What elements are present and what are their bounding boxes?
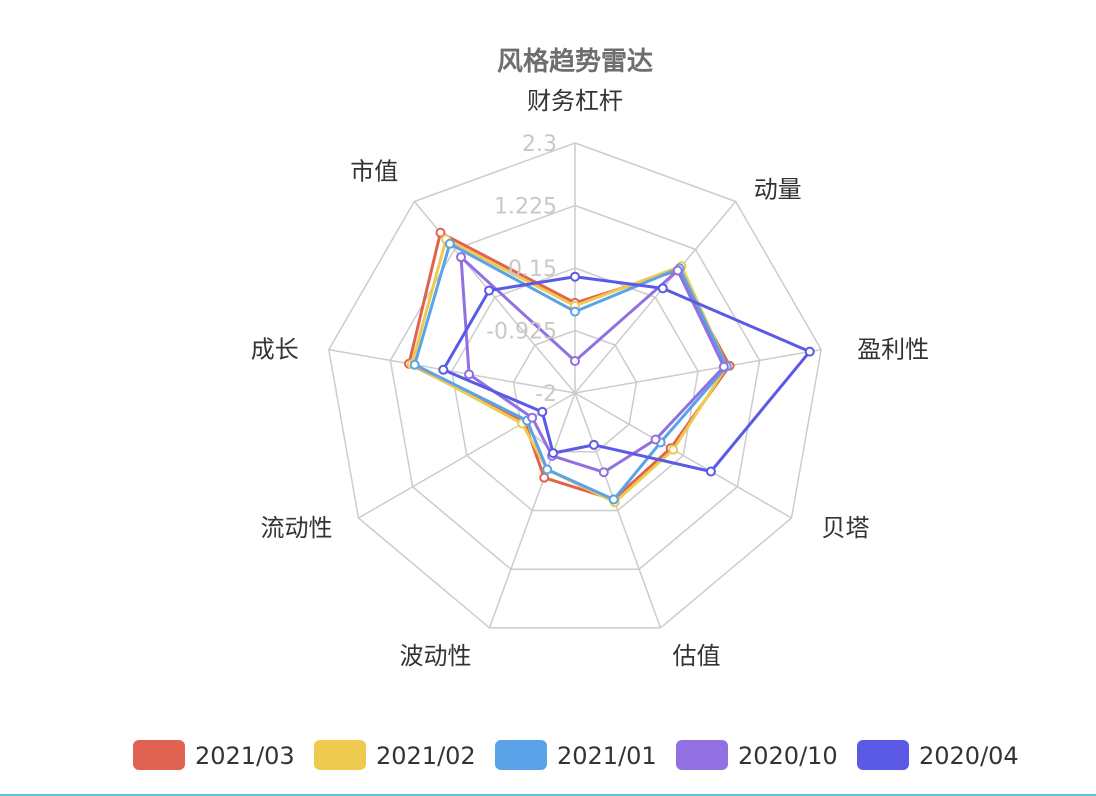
- tick-label: 1.225: [494, 195, 557, 220]
- legend-item[interactable]: 2021/03: [133, 740, 295, 770]
- radar-grid: [328, 142, 822, 629]
- data-point[interactable]: [464, 369, 475, 380]
- legend-swatch: [676, 740, 728, 770]
- indicator-label: 波动性: [399, 642, 471, 670]
- series-line: [413, 242, 729, 502]
- data-point[interactable]: [608, 494, 619, 505]
- legend-item[interactable]: 2020/10: [676, 740, 838, 770]
- legend-swatch: [133, 740, 185, 770]
- legend: 2021/03 2021/02 2021/01 2020/10 2020/04: [133, 740, 1019, 770]
- legend-label: 2020/04: [919, 742, 1019, 770]
- data-point[interactable]: [539, 472, 550, 483]
- grid-spoke: [574, 348, 822, 394]
- series-2021-01: [409, 238, 732, 505]
- grid-spoke: [574, 201, 737, 394]
- bottom-border: [0, 794, 1096, 796]
- legend-item[interactable]: 2021/02: [314, 740, 476, 770]
- grid-ring: [451, 267, 699, 512]
- data-point[interactable]: [537, 406, 548, 417]
- radar-series: [403, 227, 815, 508]
- grid-spoke: [328, 348, 576, 394]
- radial-tick-labels: 2.3 1.225 0.15 -0.925 -2: [486, 132, 557, 407]
- data-point[interactable]: [484, 285, 495, 296]
- data-point[interactable]: [672, 265, 683, 276]
- indicator-label: 估值: [673, 642, 721, 670]
- data-point[interactable]: [657, 283, 668, 294]
- indicator-label: 动量: [754, 175, 802, 203]
- legend-item[interactable]: 2020/04: [857, 740, 1019, 770]
- legend-label: 2021/01: [557, 742, 657, 770]
- data-point[interactable]: [570, 271, 580, 282]
- legend-swatch: [314, 740, 366, 770]
- chart-title: 风格趋势雷达: [497, 46, 653, 77]
- series-line: [459, 255, 726, 474]
- tick-label: 2.3: [522, 132, 557, 157]
- data-point[interactable]: [718, 361, 729, 372]
- legend-label: 2020/10: [738, 742, 838, 770]
- grid-spoke: [574, 392, 662, 629]
- indicator-label: 财务杠杆: [527, 87, 623, 115]
- data-point[interactable]: [438, 364, 449, 375]
- indicator-label: 市值: [350, 157, 398, 185]
- series-2020-04: [438, 271, 815, 477]
- indicator-label: 贝塔: [822, 514, 870, 542]
- tick-label: -0.925: [486, 320, 557, 345]
- legend-swatch: [495, 740, 547, 770]
- legend-item[interactable]: 2021/01: [495, 740, 657, 770]
- legend-label: 2021/02: [376, 742, 476, 770]
- grid-ring: [512, 329, 638, 453]
- data-point[interactable]: [705, 466, 716, 477]
- legend-label: 2021/03: [195, 742, 295, 770]
- indicator-label: 流动性: [260, 514, 332, 542]
- data-point[interactable]: [548, 448, 559, 459]
- data-point[interactable]: [456, 252, 467, 263]
- data-point[interactable]: [668, 444, 679, 455]
- data-point[interactable]: [444, 238, 455, 249]
- legend-swatch: [857, 740, 909, 770]
- series-line: [441, 275, 812, 473]
- tick-label: -2: [535, 382, 557, 407]
- grid-spoke: [488, 392, 576, 629]
- data-point[interactable]: [542, 464, 553, 475]
- series-2020-10: [456, 252, 729, 478]
- data-point[interactable]: [588, 439, 599, 450]
- grid-ring: [328, 142, 822, 629]
- data-point[interactable]: [650, 434, 661, 445]
- indicator-label: 盈利性: [857, 336, 929, 364]
- data-point[interactable]: [409, 359, 420, 370]
- data-point[interactable]: [435, 227, 446, 238]
- data-point[interactable]: [527, 412, 538, 423]
- tick-label: 0.15: [508, 257, 557, 282]
- data-point[interactable]: [598, 467, 609, 478]
- data-point[interactable]: [804, 346, 815, 357]
- data-point[interactable]: [570, 306, 580, 317]
- grid-spoke: [574, 392, 792, 519]
- indicator-label: 成长: [251, 336, 299, 364]
- data-point[interactable]: [570, 356, 580, 367]
